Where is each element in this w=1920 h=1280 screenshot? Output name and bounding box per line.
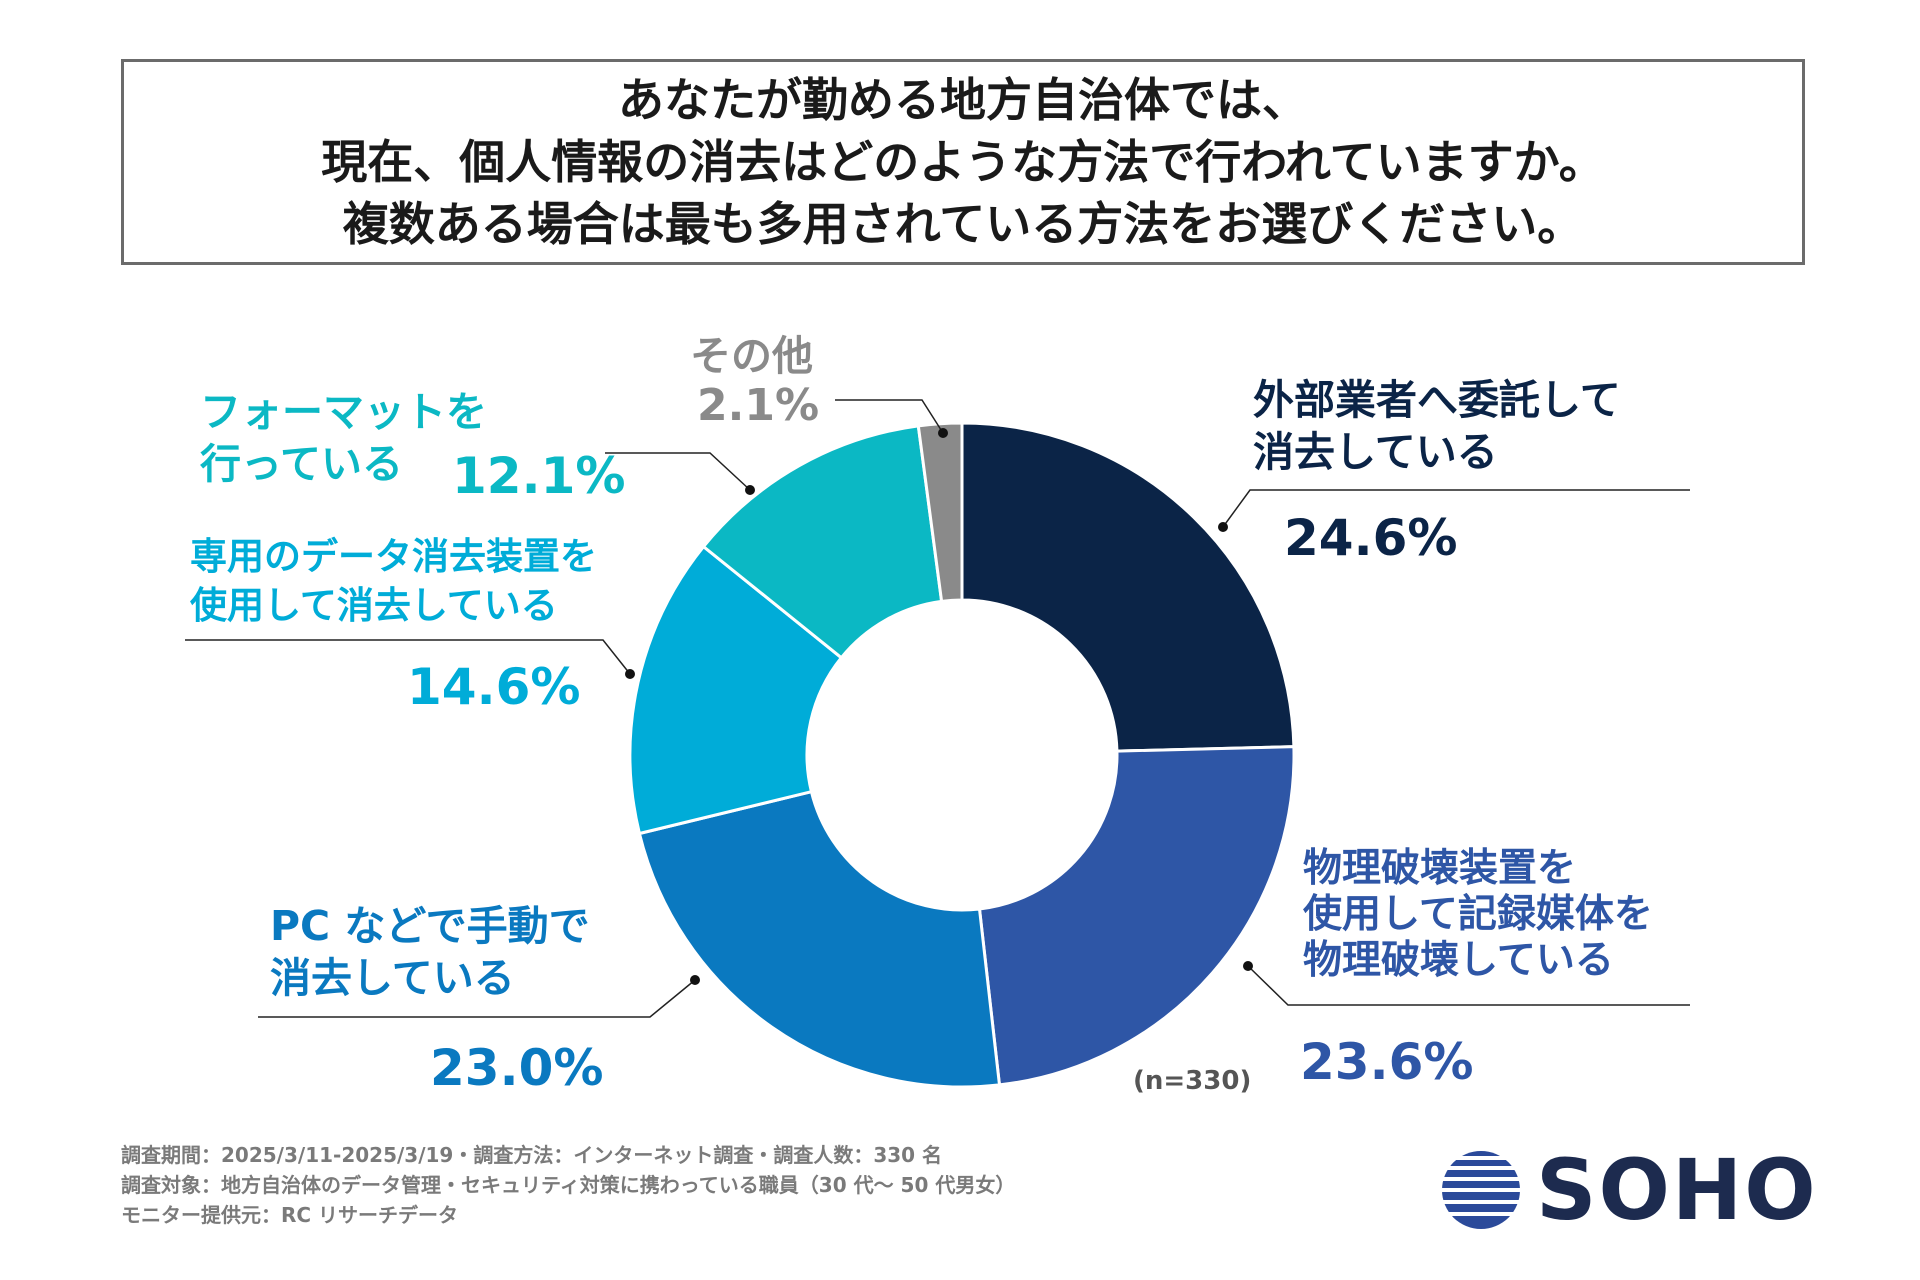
footer-line-1: 調査期間：2025/3/11-2025/3/19・調査方法：インターネット調査・… [121,1143,943,1167]
label-manual-pc: PC などで手動で 消去している [270,902,590,1002]
striped-sphere-icon [1442,1151,1520,1229]
label-outsourced: 外部業者へ委託して 消去している [1253,376,1621,476]
label-other: その他 [690,332,813,380]
value-physical-destruction: 23.6% [1300,1033,1474,1091]
sample-size-note: (n=330) [1133,1066,1252,1096]
value-other: 2.1% [697,380,820,431]
leader-other [835,399,944,434]
leader-format [605,452,751,491]
title-box: あなたが勤める地方自治体では、 現在、個人情報の消去はどのような方法で行われてい… [121,59,1805,265]
leader-format-dot [745,485,755,495]
title-line-2: 現在、個人情報の消去はどのような方法で行われていますか。 [321,135,1605,189]
leader-outsourced-dot [1218,522,1228,532]
value-dedicated-device: 14.6% [407,658,581,716]
value-outsourced: 24.6% [1284,509,1458,567]
label-physical-destruction: 物理破壊装置を 使用して記録媒体を 物理破壊している [1303,846,1653,983]
leader-physical-destruction-dot [1243,961,1253,971]
leader-lines [185,399,1690,1018]
slice-dedicated-device [628,544,844,836]
leader-dedicated-device-dot [625,669,635,679]
donut-slices [628,421,1296,1089]
logo-text: SOHO [1536,1141,1818,1239]
leader-other-dot [938,428,948,438]
leader-dedicated-device [185,639,631,675]
title-line-1: あなたが勤める地方自治体では、 [618,73,1308,127]
survey-footer: 調査期間：2025/3/11-2025/3/19・調査方法：インターネット調査・… [121,1140,1015,1230]
slice-physical-destruction [977,745,1296,1087]
leader-physical-destruction [1247,965,1690,1006]
slice-format [701,424,944,660]
leader-outsourced [1222,489,1690,528]
slice-manual-pc [637,789,1002,1089]
footer-line-3: モニター提供元：RC リサーチデータ [121,1203,459,1227]
soho-logo: SOHO [1440,1145,1818,1235]
value-manual-pc: 23.0% [430,1039,604,1097]
value-format: 12.1% [452,447,626,505]
slice-outsourced [960,421,1296,753]
leader-manual-pc-dot [690,975,700,985]
leader-manual-pc [258,979,696,1018]
label-format: フォーマットを 行っている [200,388,487,488]
label-dedicated-device: 専用のデータ消去装置を 使用して消去している [190,535,597,627]
footer-line-2: 調査対象：地方自治体のデータ管理・セキュリティ対策に携わっている職員（30 代～… [121,1173,1016,1197]
slice-other [916,421,964,604]
title-line-3: 複数ある場合は最も多用されている方法をお選びください。 [342,197,1584,251]
